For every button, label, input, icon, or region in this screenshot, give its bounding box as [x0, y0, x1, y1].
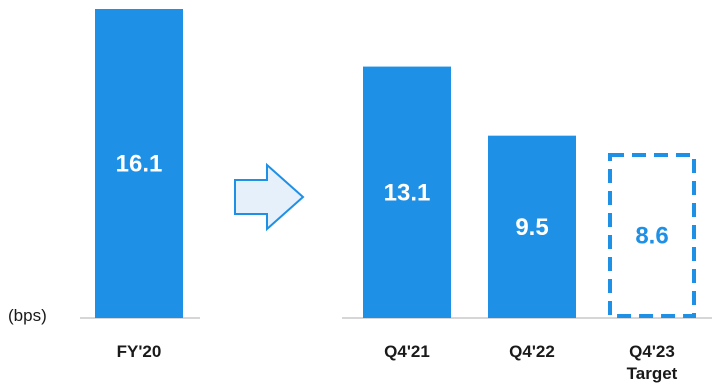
bar-value-label: 9.5: [515, 214, 548, 241]
unit-label: (bps): [8, 306, 47, 325]
bar: [488, 135, 576, 318]
labels-group: 16.1 FY'20 13.1 Q4'21 9.5 Q4'22 8.6 Q4'23 Target: [116, 151, 678, 384]
bar-value-label: 8.6: [635, 222, 668, 249]
category-label: Q4'23: [629, 342, 675, 361]
bar-value-label: 13.1: [384, 179, 431, 206]
transition-arrow-icon: [234, 162, 305, 232]
category-label: Q4'22: [509, 342, 555, 361]
category-label: Target: [627, 364, 678, 383]
bar: [95, 9, 183, 318]
category-label: FY'20: [117, 342, 162, 361]
bar-value-label: 16.1: [116, 151, 163, 178]
bars-group: [95, 9, 696, 318]
bar-target: [608, 152, 696, 318]
bar: [363, 66, 451, 318]
category-label: Q4'21: [384, 342, 430, 361]
